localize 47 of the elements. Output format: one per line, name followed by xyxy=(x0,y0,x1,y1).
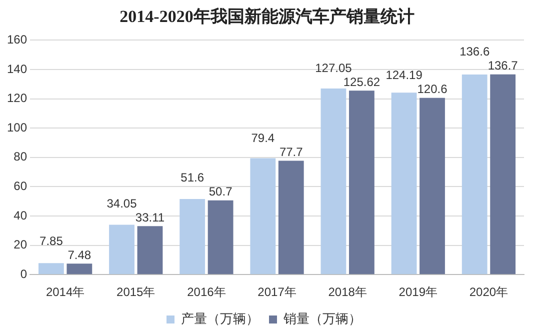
data-label: 124.19 xyxy=(386,68,423,82)
bar xyxy=(320,88,346,274)
bar xyxy=(66,264,92,274)
x-tick-label: 2014年 xyxy=(46,285,85,300)
bar xyxy=(38,263,64,274)
y-tick-label: 40 xyxy=(14,208,28,222)
data-label: 33.11 xyxy=(135,210,165,224)
data-label: 7.85 xyxy=(40,234,64,248)
bar xyxy=(250,158,276,274)
data-label: 34.05 xyxy=(106,196,138,210)
data-label: 50.7 xyxy=(208,184,233,199)
data-label: 136.7 xyxy=(488,58,518,73)
x-tick-label: 2018年 xyxy=(328,285,367,300)
x-tick-label: 2016年 xyxy=(187,285,226,300)
y-tick-label: 20 xyxy=(14,238,28,252)
y-tick-label: 0 xyxy=(20,266,28,281)
bar xyxy=(490,74,516,274)
data-label: 120.6 xyxy=(417,82,448,96)
data-label: 7.48 xyxy=(68,248,92,262)
bar xyxy=(208,200,234,274)
y-tick-label: 160 xyxy=(6,32,28,47)
data-label: 125.62 xyxy=(343,74,380,89)
y-tick-label: 120 xyxy=(6,91,28,106)
y-tick-label: 60 xyxy=(14,179,28,194)
x-tick-label: 2019年 xyxy=(398,285,438,300)
bar xyxy=(180,199,206,274)
bar xyxy=(462,74,488,274)
data-label: 79.4 xyxy=(251,131,275,146)
x-tick-label: 2017年 xyxy=(258,285,296,300)
x-tick-label: 2020年 xyxy=(469,285,508,300)
bar xyxy=(137,226,163,274)
bar xyxy=(278,160,304,274)
legend-label: 产量（万辆） xyxy=(181,311,259,326)
data-label: 77.7 xyxy=(279,145,304,160)
data-label: 127.05 xyxy=(315,60,352,75)
y-tick-label: 140 xyxy=(6,62,28,76)
x-tick-label: 2015年 xyxy=(116,285,156,300)
data-label: 51.6 xyxy=(180,170,204,185)
data-label: 136.6 xyxy=(460,44,490,59)
bar xyxy=(348,90,374,274)
y-tick-label: 100 xyxy=(6,120,28,134)
bar xyxy=(109,224,134,274)
bar xyxy=(391,92,417,274)
legend-label: 销量（万辆） xyxy=(282,311,362,326)
bar xyxy=(420,98,445,274)
y-tick-label: 80 xyxy=(14,150,28,164)
chart-title: 2014-2020年我国新能源汽车产销量统计 xyxy=(118,6,416,28)
